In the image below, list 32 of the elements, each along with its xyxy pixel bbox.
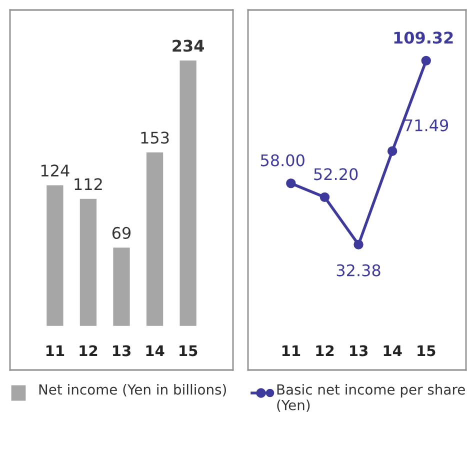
bar bbox=[80, 198, 97, 326]
point bbox=[421, 56, 431, 66]
x-tick-label: 13 bbox=[113, 345, 130, 356]
legend-label: Net income (Yen in billions) bbox=[39, 384, 226, 396]
data-label: 71.49 bbox=[404, 119, 448, 132]
data-label: 58.00 bbox=[260, 154, 304, 166]
x-tick-label: 11 bbox=[282, 345, 300, 356]
bar bbox=[46, 185, 64, 326]
x-tick-label: 15 bbox=[180, 345, 198, 356]
point bbox=[320, 192, 330, 202]
data-label: 124 bbox=[41, 164, 70, 176]
data-label: 234 bbox=[172, 40, 204, 52]
x-tick-label: 12 bbox=[316, 345, 334, 356]
data-label: 69 bbox=[112, 226, 131, 239]
bar bbox=[113, 248, 130, 326]
point bbox=[387, 146, 398, 156]
x-tick-label: 15 bbox=[418, 345, 436, 356]
legend-label: Basic net income per share (Yen) bbox=[277, 384, 465, 412]
data-label: 109.32 bbox=[394, 32, 453, 44]
x-tick-label: 12 bbox=[80, 345, 98, 356]
data-label: 52.20 bbox=[314, 168, 358, 180]
data-label: 32.38 bbox=[336, 264, 380, 276]
point bbox=[354, 240, 364, 250]
x-tick-label: 14 bbox=[384, 345, 402, 356]
data-label: 153 bbox=[141, 132, 169, 144]
bar bbox=[180, 60, 196, 326]
data-label: 112 bbox=[74, 178, 102, 190]
x-tick-label: 13 bbox=[350, 345, 368, 356]
x-tick-label: 11 bbox=[46, 345, 64, 356]
bar bbox=[146, 152, 164, 326]
x-tick-label: 14 bbox=[146, 345, 164, 356]
point bbox=[286, 178, 296, 188]
